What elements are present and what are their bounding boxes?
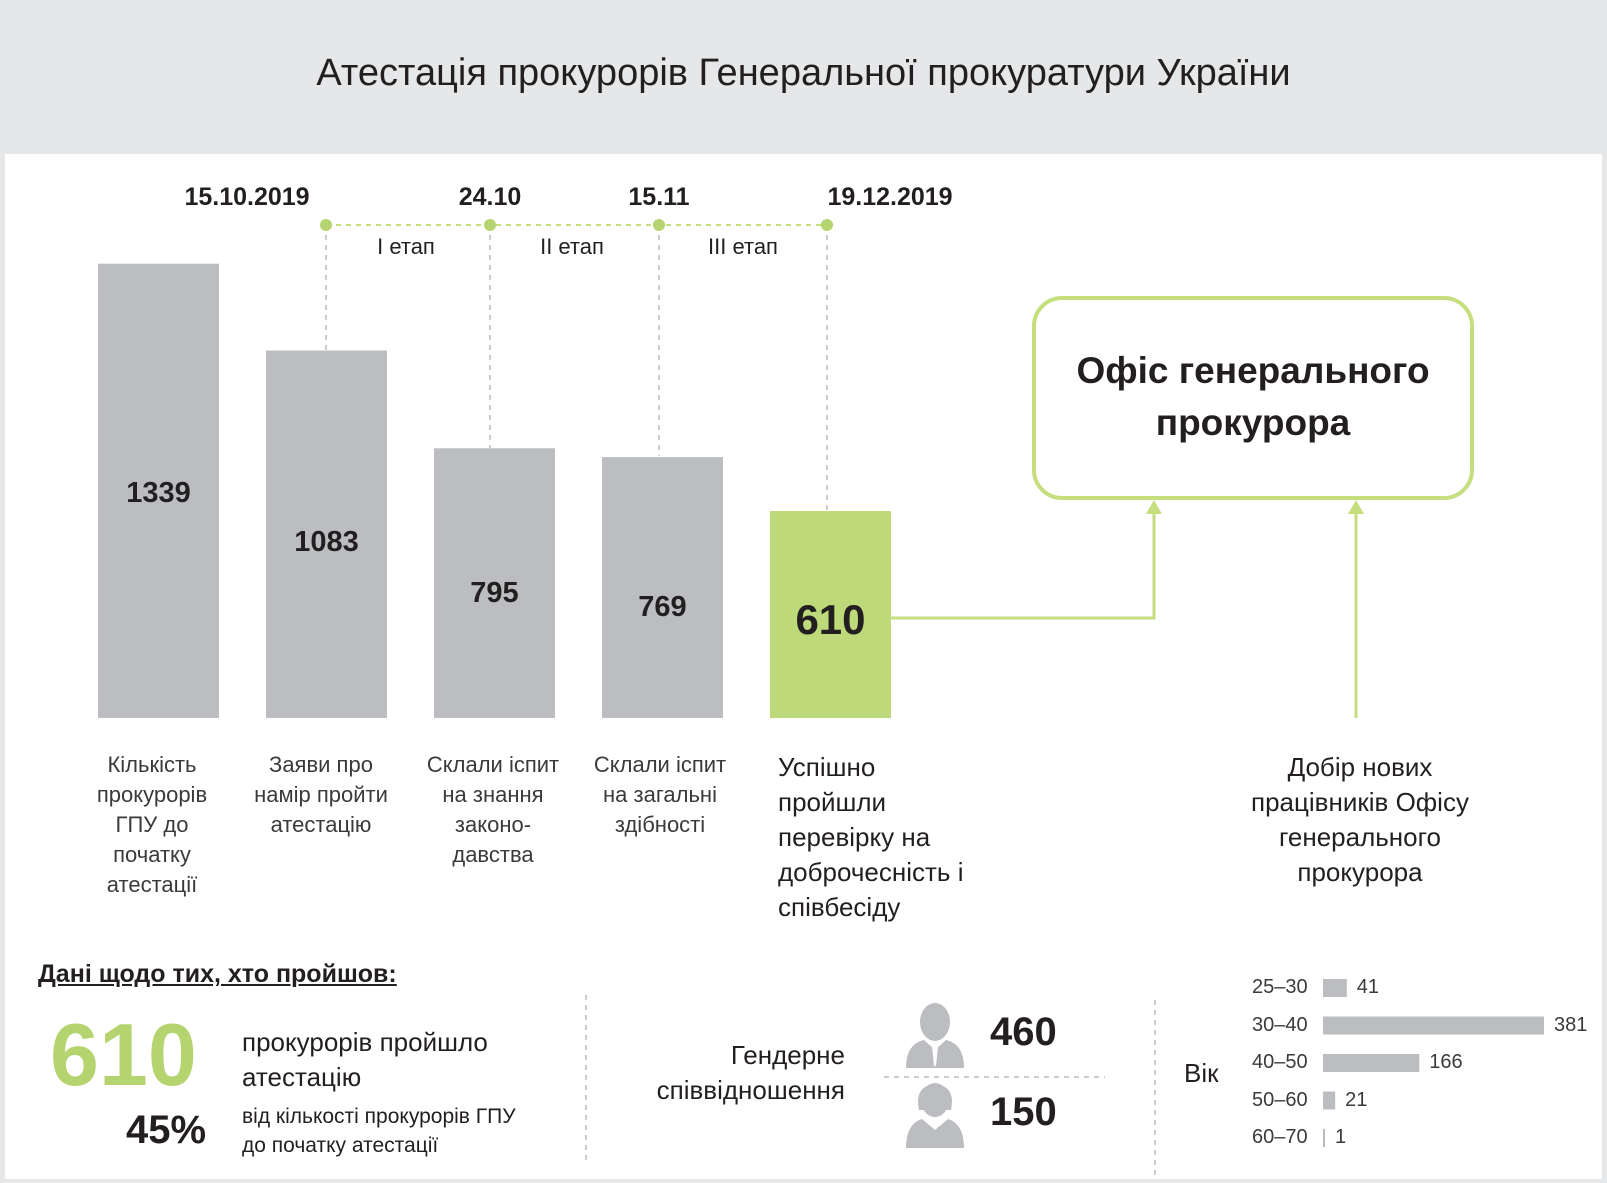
age-value-3: 21	[1345, 1088, 1368, 1111]
age-bar-1	[1323, 1016, 1544, 1035]
section-title: Дані щодо тих, хто пройшов:	[38, 960, 397, 988]
office-box	[1032, 296, 1474, 500]
stage-2: II етап	[540, 234, 604, 259]
bar-label-2: Склали іспит на знання законо-давства	[426, 752, 560, 867]
timeline-dot-1	[320, 219, 332, 231]
date-4: 19.12.2019	[827, 183, 953, 211]
passed-count: 610	[50, 1005, 197, 1104]
arrow-to-office	[891, 510, 1156, 620]
age-label: Вік	[1184, 1058, 1219, 1088]
timeline-dot-2	[484, 219, 496, 231]
bar-3	[602, 457, 723, 718]
man-icon	[906, 1003, 964, 1068]
recruit-label: Добір нових працівників Офісу генерального…	[1251, 752, 1469, 887]
bar-label-4: Успішно пройшли перевірку на доброчесність …	[778, 752, 964, 922]
date-1: 15.10.2019	[184, 183, 310, 211]
stage-3: III етап	[708, 234, 778, 259]
bar-value-2: 795	[470, 577, 518, 609]
age-category-1: 30–40	[1252, 1013, 1308, 1036]
arrow-head-1	[1146, 500, 1162, 514]
timeline-dot-4	[821, 219, 833, 231]
bar-value-0: 1339	[126, 477, 191, 509]
age-bars-group	[1323, 979, 1544, 1147]
bar-0	[98, 263, 219, 718]
page-title: Атестація прокурорів Генеральної прокура…	[316, 52, 1291, 94]
office-title: Офіс генерального прокурора	[1076, 350, 1430, 443]
bar-2	[434, 448, 555, 718]
header	[0, 0, 1607, 152]
age-category-4: 60–70	[1252, 1126, 1308, 1148]
age-value-2: 166	[1429, 1051, 1463, 1073]
date-3: 15.11	[628, 183, 690, 211]
age-value-4: 1	[1335, 1126, 1347, 1148]
gender-label: Гендерне співвідношення	[656, 1040, 845, 1105]
age-bar-0	[1323, 979, 1347, 997]
age-category-2: 40–50	[1252, 1051, 1308, 1073]
age-bar-4	[1323, 1129, 1325, 1147]
bar-label-0: Кількість прокурорів ГПУ до початку атестаці…	[96, 752, 208, 897]
age-value-1: 381	[1554, 1013, 1588, 1036]
timeline-dot-3	[653, 219, 665, 231]
bars-group: 1339 1083 795 769 610	[98, 263, 891, 718]
date-2: 24.10	[458, 183, 522, 211]
age-category-0: 25–30	[1252, 976, 1308, 998]
bar-1	[266, 350, 387, 718]
bar-value-3: 769	[638, 591, 686, 623]
percent-text: від кількості прокурорів ГПУ до початку а…	[242, 1105, 516, 1157]
male-count: 460	[990, 1010, 1057, 1054]
woman-icon	[906, 1083, 964, 1148]
bar-value-4: 610	[795, 596, 865, 643]
bar-label-3: Склали іспит на загальні здібності	[593, 752, 727, 837]
age-category-3: 50–60	[1252, 1088, 1308, 1111]
bar-label-1: Заяви про намір пройти атестацію	[254, 752, 388, 837]
female-count: 150	[990, 1090, 1057, 1134]
bar-value-1: 1083	[294, 526, 359, 558]
passed-text: прокурорів пройшло атестацію	[242, 1027, 488, 1092]
arrow-head-2	[1348, 500, 1364, 514]
bar-4	[770, 511, 891, 718]
age-bar-3	[1323, 1091, 1336, 1110]
age-value-0: 41	[1356, 976, 1380, 998]
percent-value: 45%	[126, 1108, 207, 1152]
age-bar-2	[1323, 1054, 1420, 1072]
stage-1: I етап	[377, 234, 435, 259]
